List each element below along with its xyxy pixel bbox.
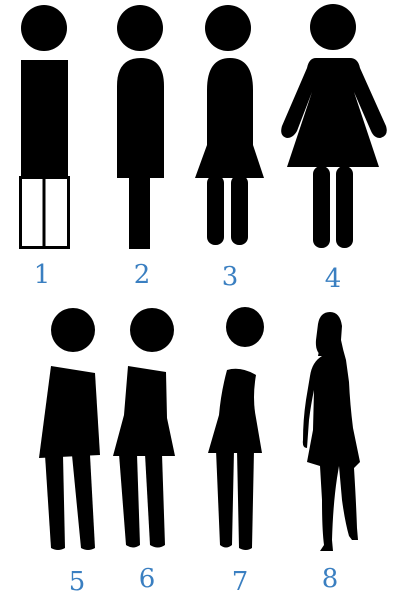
figure-5: 5 xyxy=(39,308,100,597)
figure-label: 3 xyxy=(222,262,239,292)
figure-6: 6 xyxy=(113,308,175,594)
figure-2: 2 xyxy=(117,5,164,290)
figure-label: 7 xyxy=(232,567,249,597)
boxy-rectangle-figure-icon xyxy=(19,5,70,249)
figure-1: 1 xyxy=(19,5,70,290)
leaning-skirt-figure-icon xyxy=(113,308,175,548)
figure-label: 6 xyxy=(139,564,156,594)
figure-7: 7 xyxy=(208,307,264,597)
dress-figure-icon xyxy=(281,4,387,248)
short-skirt-figure-icon xyxy=(195,5,264,245)
figure-3: 3 xyxy=(195,5,264,292)
figure-label: 4 xyxy=(325,264,342,294)
realistic-silhouette-figure-icon xyxy=(302,312,360,551)
rounded-block-figure-icon xyxy=(117,5,164,249)
figure-label: 8 xyxy=(322,564,339,594)
figure-4: 4 xyxy=(281,4,387,294)
leaning-figure-icon xyxy=(39,308,100,550)
slim-leaning-figure-icon xyxy=(208,307,264,550)
figure-label: 2 xyxy=(134,260,151,290)
figure-label: 5 xyxy=(69,567,86,597)
figure-label: 1 xyxy=(34,260,51,290)
figure-8: 8 xyxy=(302,312,360,594)
